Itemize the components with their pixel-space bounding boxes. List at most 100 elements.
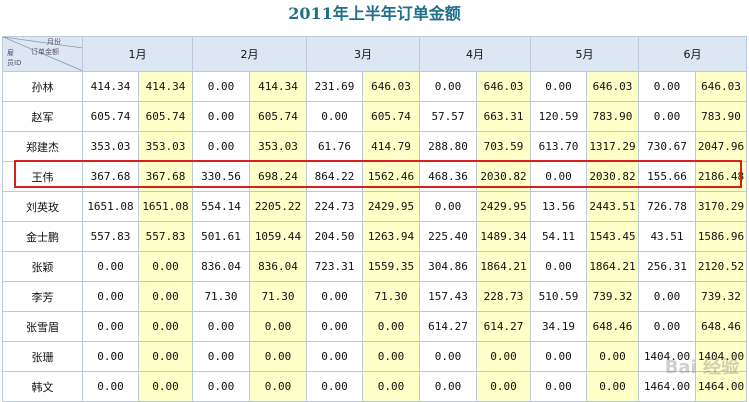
cumulative-amount-cell: 2030.82 (476, 161, 531, 192)
table-row: 王伟 367.68 367.68 330.56 698.24 864.22 1562.46 4… (2, 161, 747, 192)
table-row: 金士鹏 557.83 557.83 501.61 1059.44 204.50 1263.9… (2, 221, 747, 252)
monthly-amount-cell: 0.00 (306, 101, 363, 132)
monthly-amount-cell: 0.00 (419, 191, 477, 222)
month-header: 3月 (306, 36, 420, 72)
cumulative-amount-cell: 0.00 (476, 341, 531, 372)
monthly-amount-cell: 224.73 (306, 191, 363, 222)
cumulative-amount-cell: 0.00 (249, 341, 307, 372)
monthly-amount-cell: 61.76 (306, 131, 363, 162)
cumulative-amount-cell: 698.24 (249, 161, 307, 192)
monthly-amount-cell: 0.00 (638, 71, 696, 102)
cumulative-amount-cell: 739.32 (586, 281, 639, 312)
cumulative-amount-cell: 0.00 (138, 251, 193, 282)
cumulative-amount-cell: 605.74 (138, 101, 193, 132)
monthly-amount-cell: 723.31 (306, 251, 363, 282)
cumulative-amount-cell: 353.03 (138, 131, 193, 162)
monthly-amount-cell: 155.66 (638, 161, 696, 192)
cumulative-amount-cell: 2120.52 (695, 251, 747, 282)
table-row: 赵军 605.74 605.74 0.00 605.74 0.00 605.74 57.57 6… (2, 101, 747, 132)
table-row: 张颖 0.00 0.00 836.04 836.04 723.31 1559.35 304.8… (2, 251, 747, 282)
cumulative-amount-cell: 1543.45 (586, 221, 639, 252)
cumulative-amount-cell: 228.73 (476, 281, 531, 312)
monthly-amount-cell: 120.59 (530, 101, 587, 132)
cumulative-amount-cell: 1489.34 (476, 221, 531, 252)
employee-name-cell: 刘英玫 (2, 191, 83, 222)
monthly-amount-cell: 0.00 (638, 311, 696, 342)
monthly-amount-cell: 57.57 (419, 101, 477, 132)
cumulative-amount-cell: 557.83 (138, 221, 193, 252)
cumulative-amount-cell: 2205.22 (249, 191, 307, 222)
cumulative-amount-cell: 367.68 (138, 161, 193, 192)
corner-employee-label-1: 雇 (7, 49, 14, 57)
cumulative-amount-cell: 646.03 (586, 71, 639, 102)
cumulative-amount-cell: 1317.29 (586, 131, 639, 162)
monthly-amount-cell: 71.30 (192, 281, 250, 312)
table-row: 刘英玫 1651.08 1651.08 554.14 2205.22 224.73 2429… (2, 191, 747, 222)
month-header: 5月 (530, 36, 639, 72)
cumulative-amount-cell: 648.46 (586, 311, 639, 342)
order-amount-table: 月份 订单金额 雇 员ID 1月 2月 3月 4月 5月 6月 孙林 414.34… (2, 36, 747, 402)
monthly-amount-cell: 13.56 (530, 191, 587, 222)
cumulative-amount-cell: 1404.00 (695, 341, 747, 372)
employee-name-cell: 赵军 (2, 101, 83, 132)
corner-header: 月份 订单金额 雇 员ID (2, 36, 83, 72)
cumulative-amount-cell: 0.00 (138, 341, 193, 372)
monthly-amount-cell: 256.31 (638, 251, 696, 282)
monthly-amount-cell: 0.00 (530, 71, 587, 102)
employee-name-cell: 孙林 (2, 71, 83, 102)
monthly-amount-cell: 0.00 (419, 71, 477, 102)
cumulative-amount-cell: 836.04 (249, 251, 307, 282)
cumulative-amount-cell: 1464.00 (695, 371, 747, 402)
month-header: 2月 (192, 36, 307, 72)
cumulative-amount-cell: 0.00 (476, 371, 531, 402)
monthly-amount-cell: 510.59 (530, 281, 587, 312)
monthly-amount-cell: 414.34 (82, 71, 139, 102)
cumulative-amount-cell: 1651.08 (138, 191, 193, 222)
table-row: 郑建杰 353.03 353.03 0.00 353.03 61.76 414.79 288.… (2, 131, 747, 162)
cumulative-amount-cell: 414.79 (362, 131, 420, 162)
employee-name-cell: 金士鹏 (2, 221, 83, 252)
cumulative-amount-cell: 0.00 (138, 311, 193, 342)
month-header: 4月 (419, 36, 531, 72)
cumulative-amount-cell: 3170.29 (695, 191, 747, 222)
cumulative-amount-cell: 2429.95 (362, 191, 420, 222)
cumulative-amount-cell: 2429.95 (476, 191, 531, 222)
monthly-amount-cell: 1651.08 (82, 191, 139, 222)
cumulative-amount-cell: 0.00 (249, 371, 307, 402)
monthly-amount-cell: 730.67 (638, 131, 696, 162)
monthly-amount-cell: 0.00 (82, 251, 139, 282)
monthly-amount-cell: 34.19 (530, 311, 587, 342)
cumulative-amount-cell: 1263.94 (362, 221, 420, 252)
cumulative-amount-cell: 0.00 (362, 311, 420, 342)
monthly-amount-cell: 605.74 (82, 101, 139, 132)
employee-name-cell: 张颖 (2, 251, 83, 282)
employee-name-cell: 王伟 (2, 161, 83, 192)
diagonal-lines (3, 37, 82, 71)
cumulative-amount-cell: 739.32 (695, 281, 747, 312)
employee-name-cell: 李芳 (2, 281, 83, 312)
monthly-amount-cell: 0.00 (192, 311, 250, 342)
cumulative-amount-cell: 71.30 (362, 281, 420, 312)
monthly-amount-cell: 304.86 (419, 251, 477, 282)
cumulative-amount-cell: 605.74 (249, 101, 307, 132)
monthly-amount-cell: 1404.00 (638, 341, 696, 372)
monthly-amount-cell: 43.51 (638, 221, 696, 252)
cumulative-amount-cell: 605.74 (362, 101, 420, 132)
monthly-amount-cell: 0.00 (530, 161, 587, 192)
monthly-amount-cell: 0.00 (638, 101, 696, 132)
monthly-amount-cell: 288.80 (419, 131, 477, 162)
monthly-amount-cell: 614.27 (419, 311, 477, 342)
cumulative-amount-cell: 0.00 (362, 371, 420, 402)
cumulative-amount-cell: 0.00 (586, 341, 639, 372)
watermark: Bai 经验 (664, 357, 739, 378)
monthly-amount-cell: 353.03 (82, 131, 139, 162)
cumulative-amount-cell: 353.03 (249, 131, 307, 162)
cumulative-amount-cell: 614.27 (476, 311, 531, 342)
monthly-amount-cell: 0.00 (419, 341, 477, 372)
monthly-amount-cell: 0.00 (638, 281, 696, 312)
monthly-amount-cell: 0.00 (306, 281, 363, 312)
cumulative-amount-cell: 0.00 (138, 281, 193, 312)
monthly-amount-cell: 0.00 (306, 371, 363, 402)
cumulative-amount-cell: 646.03 (362, 71, 420, 102)
table-row: 孙林 414.34 414.34 0.00 414.34 231.69 646.03 0.00… (2, 71, 747, 102)
